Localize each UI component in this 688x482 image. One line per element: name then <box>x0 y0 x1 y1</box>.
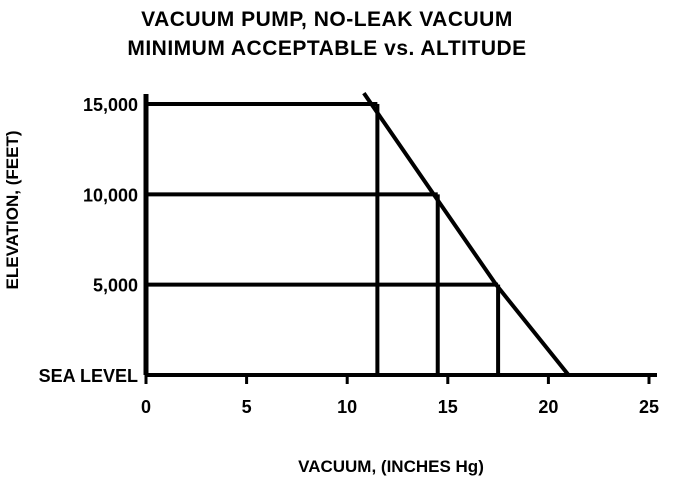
y-tick-label: 15,000 <box>83 95 138 115</box>
reference-lines <box>146 102 501 375</box>
x-axis-label: VACUUM, (INCHES Hg) <box>298 457 484 476</box>
x-tick-label: 10 <box>337 397 357 417</box>
chart-title-line-1: VACUUM PUMP, NO-LEAK VACUUM <box>141 8 513 31</box>
x-tick-label: 5 <box>242 397 252 417</box>
y-tick-labels: SEA LEVEL 5,000 10,000 15,000 <box>39 95 138 386</box>
y-tick-label: 5,000 <box>93 276 138 296</box>
axes <box>143 94 657 384</box>
x-tick-labels: 0 5 10 15 20 25 <box>141 397 659 417</box>
x-tick-label: 15 <box>438 397 458 417</box>
x-tick-label: 25 <box>639 397 659 417</box>
y-tick-label: 10,000 <box>83 185 138 205</box>
y-axis-label: ELEVATION, (FEET) <box>3 131 22 290</box>
x-tick-label: 0 <box>141 397 151 417</box>
x-tick-label: 20 <box>538 397 558 417</box>
series-lines <box>362 92 571 377</box>
chart-title-line-2: MINIMUM ACCEPTABLE vs. ALTITUDE <box>127 37 526 60</box>
minimum-vacuum-line <box>362 92 571 377</box>
y-tick-label: SEA LEVEL <box>39 366 138 386</box>
